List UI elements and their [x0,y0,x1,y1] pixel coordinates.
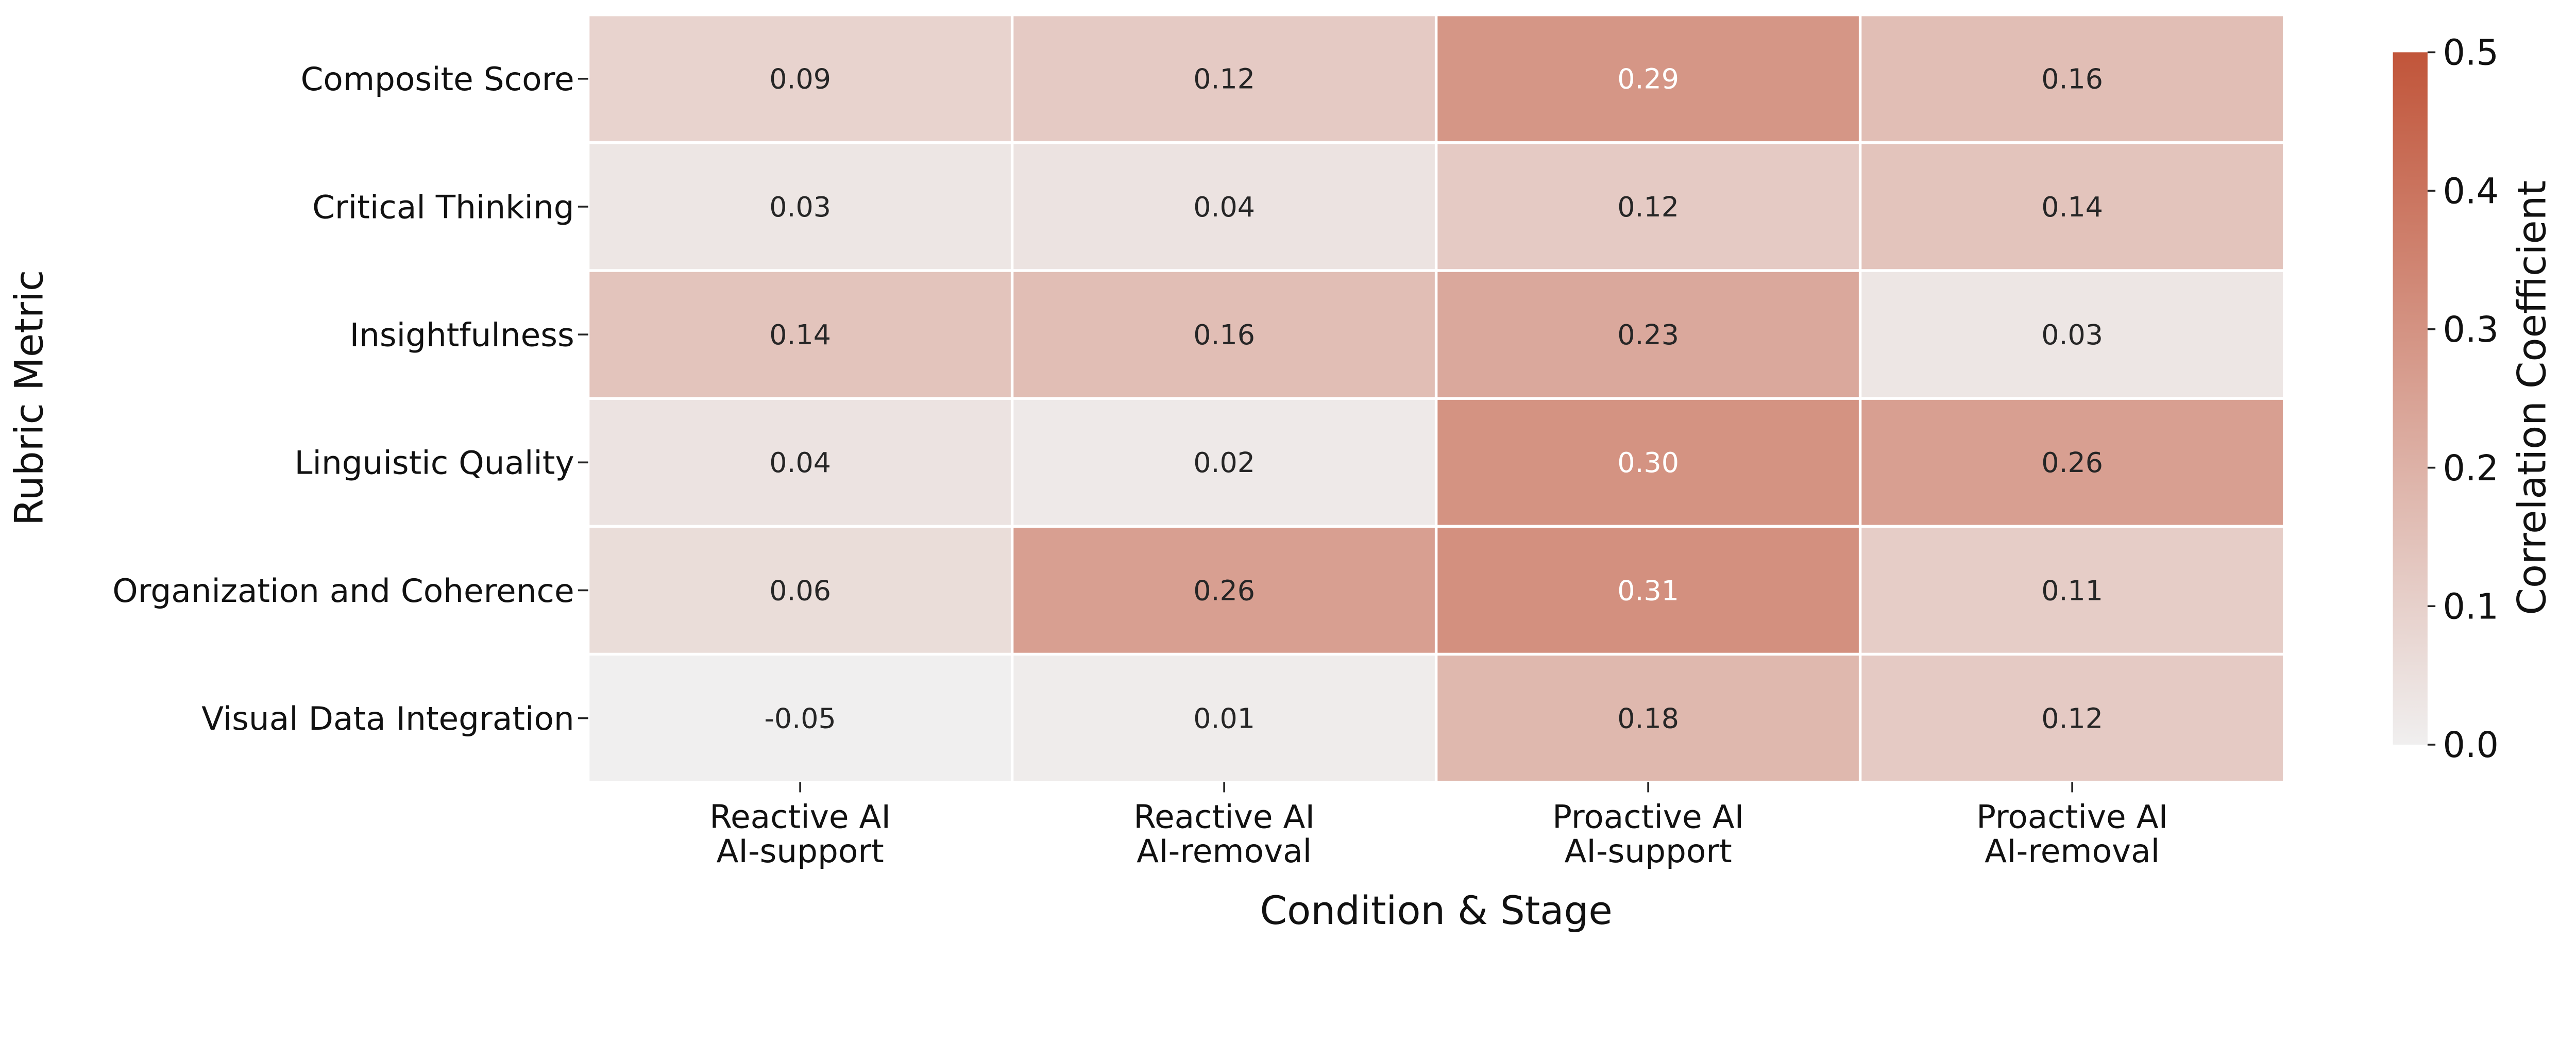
heatmap-cell [1010,141,1438,272]
colorbar-ticks: 0.0 0.1 0.2 0.3 0.4 0.5 [2427,33,2499,766]
heatmap-cell [1010,397,1438,528]
heatmap-cell [1010,525,1438,656]
cell-value-label: 0.18 [1617,702,1679,734]
heatmap-cell [1858,525,2286,656]
heatmap-cell [1434,525,1862,656]
cell-value-label: 0.03 [769,191,831,223]
cell-value-label: 0.01 [1193,702,1255,734]
heatmap-cell [586,13,1014,144]
y-tick-label: Critical Thinking [312,188,574,226]
x-tick-label: AI-removal [1137,832,1312,870]
y-tick-label: Linguistic Quality [295,444,574,482]
cell-value-label: 0.29 [1617,63,1679,95]
cell-value-label: 0.31 [1617,574,1679,607]
cell-value-label: 0.12 [2041,702,2103,734]
x-tick-label: AI-support [716,832,884,870]
heatmap-cell [1010,652,1438,784]
colorbar-tick-label: 0.4 [2443,171,2498,212]
cell-value-label: 0.12 [1193,63,1255,95]
cell-value-label: 0.26 [1193,574,1255,607]
x-tick-label: Proactive AI [1552,798,1744,836]
x-tick-label: Reactive AI [1133,798,1315,836]
colorbar-tick-label: 0.2 [2443,448,2498,489]
cell-value-label: 0.23 [1617,318,1679,351]
heatmap-cell [1858,397,2286,528]
x-tick-label: AI-support [1564,832,1732,870]
y-tick-label: Organization and Coherence [112,572,574,610]
colorbar-tick-label: 0.1 [2443,586,2498,627]
cell-value-label: 0.16 [1193,318,1255,351]
colorbar [2393,52,2428,745]
cell-value-label: 0.11 [2041,574,2103,607]
heatmap-cell [1858,141,2286,272]
x-axis-title: Condition & Stage [1260,888,1613,933]
heatmap-cell [1010,269,1438,400]
colorbar-tick-label: 0.3 [2443,310,2498,350]
heatmap-cell [1434,652,1862,784]
cell-value-label: 0.26 [2041,446,2103,479]
y-axis-title: Rubric Metric [7,270,52,526]
cell-value-label: 0.03 [2041,318,2103,351]
cell-value-label: 0.12 [1617,191,1679,223]
colorbar-tick-label: 0.5 [2443,33,2498,74]
cell-value-label: 0.02 [1193,446,1255,479]
y-tick-label: Composite Score [301,60,574,98]
heatmap-cell [1858,269,2286,400]
cell-value-label: 0.14 [2041,191,2103,223]
cell-value-label: 0.14 [769,318,831,351]
heatmap-cell [1858,13,2286,144]
colorbar-label: Correlation Coefficient [2510,180,2555,615]
x-tick-label: Proactive AI [1976,798,2168,836]
y-tick-labels: Composite Score Critical Thinking Insightf… [112,60,588,737]
heatmap-chart: 0.09 0.12 0.29 0.16 0.03 0.04 0.12 0.14 0.14 0.16… [6,13,2555,934]
heatmap-cells: 0.09 0.12 0.29 0.16 0.03 0.04 0.12 0.14 0.14 0.16… [586,13,2286,784]
heatmap-cell [586,652,1014,784]
cell-value-label: 0.04 [1193,191,1255,223]
x-tick-label: Reactive AI [709,798,891,836]
colorbar-tick-label: 0.0 [2443,725,2498,766]
x-tick-label: AI-removal [1985,832,2160,870]
cell-value-label: 0.30 [1617,446,1679,479]
cell-value-label: 0.06 [769,574,831,607]
y-tick-label: Insightfulness [350,316,574,354]
heatmap-cell [1010,13,1438,144]
y-tick-label: Visual Data Integration [201,700,574,737]
cell-value-label: -0.05 [764,702,836,734]
cell-value-label: 0.04 [769,446,831,479]
cell-value-label: 0.09 [769,63,831,95]
cell-value-label: 0.16 [2041,63,2103,95]
heatmap-cell [1858,652,2286,784]
heatmap-cell [1434,13,1862,144]
